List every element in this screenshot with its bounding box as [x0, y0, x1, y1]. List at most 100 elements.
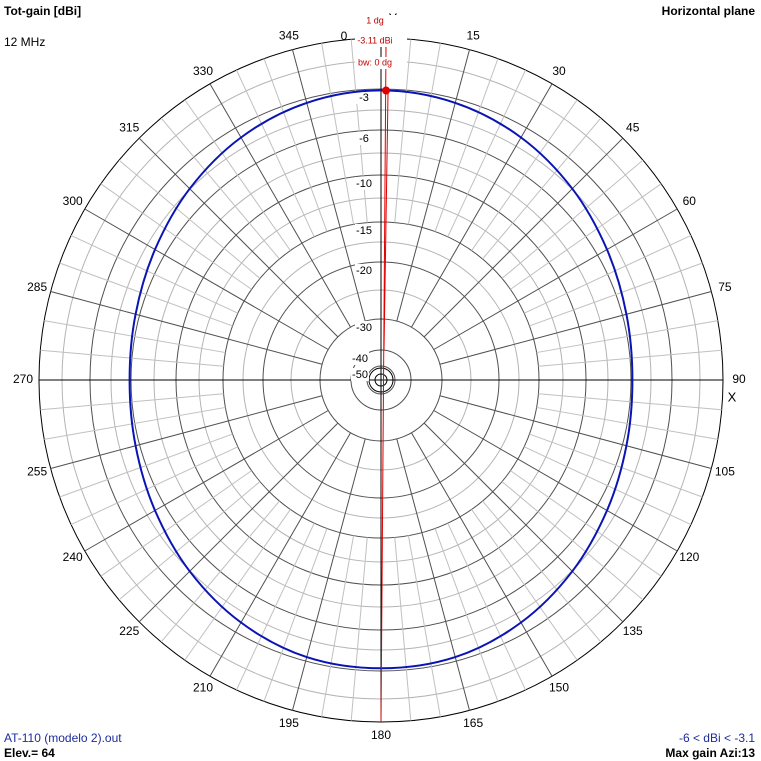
major-spoke: [209, 83, 351, 328]
azimuth-label: 105: [715, 464, 735, 478]
radial-tick-label: -10: [356, 178, 372, 190]
minor-spoke: [482, 117, 602, 260]
marker-azimuth-label-bg: [355, 15, 407, 27]
radial-tick-label: -15: [356, 225, 372, 237]
minor-spoke: [394, 39, 412, 223]
tick-label-bg: [351, 352, 369, 365]
azimuth-label: 90: [732, 372, 746, 386]
minor-spoke: [100, 470, 252, 577]
minor-spoke: [100, 183, 252, 290]
gain-range-label: -6 < dBi < -3.1: [678, 731, 755, 745]
minor-spoke: [538, 393, 722, 411]
marker-gain-label-bg: [355, 35, 407, 47]
major-spoke: [423, 422, 624, 623]
minor-spoke: [40, 349, 224, 367]
minor-spoke: [59, 262, 233, 327]
azimuth-label: 285: [27, 280, 47, 294]
major-spoke: [433, 410, 678, 552]
x-axis-label: X: [728, 389, 737, 404]
radial-tick-label: -30: [356, 322, 372, 334]
polar-grid: [38, 37, 724, 723]
marker-dot: [382, 86, 391, 95]
chart-labels: 0 15 30 45 60 75 90 105 120 135 150 165 180 195 210 225…: [13, 10, 746, 742]
azimuth-label: 120: [679, 550, 699, 564]
radial-tick-label: -3: [359, 92, 369, 104]
radial-tick-label: -50: [352, 369, 368, 381]
minor-spoke: [434, 528, 499, 702]
major-spoke: [396, 438, 470, 711]
minor-spoke: [394, 537, 412, 721]
tick-label-bg: [355, 132, 373, 145]
minor-spoke: [447, 522, 526, 691]
marker-line-offset: [383, 90, 389, 351]
minor-spoke: [40, 393, 224, 411]
tick-label-bg: [355, 321, 373, 334]
minor-spoke: [407, 43, 441, 225]
minor-spoke: [501, 481, 644, 601]
major-spoke: [439, 291, 712, 365]
azimuth-label: 210: [193, 680, 213, 694]
azimuth-label: 345: [279, 28, 299, 42]
minor-spoke: [44, 406, 226, 440]
max-gain-label: Max gain Azi:13: [665, 746, 755, 760]
elevation-label: Elev.= 64: [4, 746, 55, 760]
minor-spoke: [350, 537, 368, 721]
minor-spoke: [236, 69, 315, 238]
plane-label: Horizontal plane: [661, 4, 755, 18]
minor-spoke: [118, 481, 261, 601]
azimuth-label: 0: [341, 29, 348, 43]
azimuth-label: 30: [552, 64, 566, 78]
minor-spoke: [501, 159, 644, 279]
marker-line: [380, 39, 387, 723]
azimuth-label: 315: [119, 120, 139, 134]
frequency-label: 12 MHz: [4, 35, 46, 49]
tick-label-bg: [355, 177, 373, 190]
azimuth-label: 75: [718, 280, 732, 294]
max-gain-marker: 1 dg -3.11 dBi bw: 0 dg: [355, 15, 407, 723]
azimuth-label: 225: [119, 624, 139, 638]
minor-spoke: [523, 446, 692, 525]
azimuth-label: 180: [371, 728, 391, 742]
tick-label-bg: [351, 368, 369, 381]
minor-spoke: [447, 69, 526, 238]
azimuth-label: 165: [463, 716, 483, 730]
major-spoke: [292, 438, 366, 711]
azimuth-label: 60: [683, 194, 697, 208]
minor-spoke: [160, 117, 280, 260]
minor-spoke: [510, 470, 662, 577]
major-spoke: [209, 432, 351, 677]
minor-spoke: [118, 159, 261, 279]
major-spoke: [396, 49, 470, 322]
azimuth-label: 150: [549, 680, 569, 694]
major-spoke: [411, 83, 553, 328]
tick-label-bg: [355, 224, 373, 237]
azimuth-label: 45: [626, 120, 640, 134]
azimuth-label: 135: [623, 624, 643, 638]
minor-spoke: [44, 320, 226, 354]
azimuth-label: 195: [279, 716, 299, 730]
minor-spoke: [523, 235, 692, 314]
marker-gain-label: -3.11 dBi: [357, 35, 392, 45]
minor-spoke: [184, 99, 291, 251]
azimuth-label: 300: [63, 194, 83, 208]
file-name-label: AT-110 (modelo 2).out: [4, 731, 122, 745]
major-spoke: [411, 432, 553, 677]
minor-spoke: [536, 320, 718, 354]
minor-spoke: [70, 446, 239, 525]
minor-spoke: [236, 522, 315, 691]
minor-spoke: [160, 500, 280, 643]
minor-spoke: [482, 500, 602, 643]
minor-spoke: [350, 39, 368, 223]
azimuth-label: 330: [193, 64, 213, 78]
marker-azimuth-label: 1 dg: [366, 15, 384, 25]
tick-label-bg: [355, 91, 373, 104]
major-spoke: [138, 422, 339, 623]
radial-tick-label: -40: [352, 353, 368, 365]
minor-spoke: [263, 58, 328, 232]
minor-spoke: [263, 528, 328, 702]
marker-beamwidth-label: bw: 0 dg: [358, 57, 392, 67]
minor-spoke: [471, 99, 578, 251]
radial-tick-label: -6: [359, 133, 369, 145]
minor-spoke: [471, 509, 578, 661]
azimuth-label: 15: [466, 28, 480, 42]
